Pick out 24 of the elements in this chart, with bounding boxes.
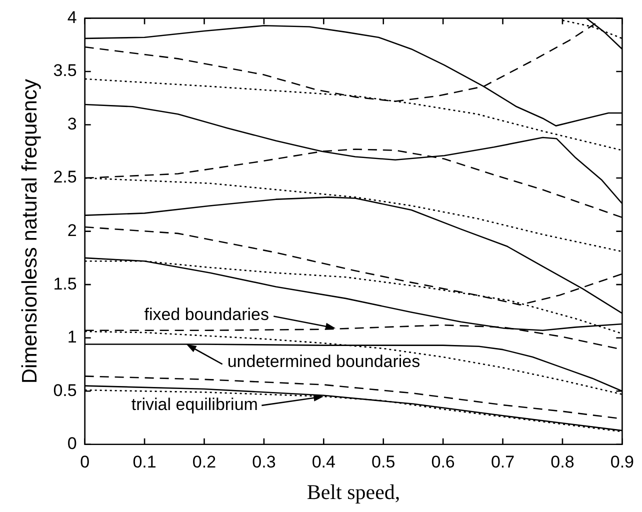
x-tick-label: 0.5 <box>372 452 396 472</box>
x-axis-title: Belt speed, <box>306 480 400 504</box>
y-tick-label: 3 <box>67 114 77 134</box>
x-tick-label: 0 <box>80 452 90 472</box>
y-tick-label: 4 <box>67 8 77 27</box>
y-tick-label: 0.5 <box>53 380 77 400</box>
y-tick-label: 0 <box>67 434 77 454</box>
annotation: fixed boundaries <box>144 304 269 324</box>
x-tick-label: 0.4 <box>312 452 336 472</box>
x-tick-label: 0.8 <box>550 452 574 472</box>
x-tick-label: 0.1 <box>132 452 156 472</box>
x-tick-label: 0.2 <box>192 452 216 472</box>
annotation: trivial equilibrium <box>131 395 258 414</box>
x-tick-label: 0.9 <box>610 452 634 472</box>
y-tick-label: 2.5 <box>53 168 77 187</box>
y-tick-label: 3.5 <box>53 61 77 80</box>
y-tick-label: 1 <box>67 328 77 347</box>
x-tick-label: 0.3 <box>252 452 276 472</box>
y-axis-title: Dimensionless natural frequency <box>18 78 42 384</box>
x-tick-label: 0.7 <box>490 452 515 472</box>
y-tick-label: 2 <box>67 220 77 240</box>
annotation: undetermined boundaries <box>227 352 420 371</box>
x-tick-label: 0.6 <box>431 452 455 472</box>
y-tick-label: 1.5 <box>53 274 77 294</box>
